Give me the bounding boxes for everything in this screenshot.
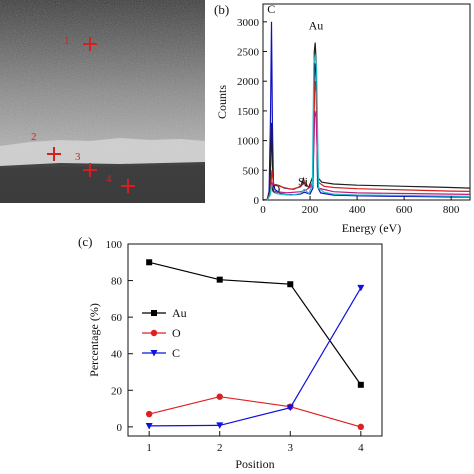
data-point-au bbox=[146, 259, 153, 266]
spectrum-x-label: Energy (eV) bbox=[342, 221, 401, 235]
marker-2: 2 bbox=[31, 131, 61, 161]
y-tick-label: 40 bbox=[111, 349, 123, 361]
y-tick-label: 1000 bbox=[237, 136, 260, 148]
data-point-o bbox=[357, 423, 365, 431]
series-c bbox=[145, 284, 365, 430]
peak-label-au: Au bbox=[309, 19, 324, 33]
legend-entry-o: O bbox=[142, 326, 181, 340]
spectrum-plot-frame bbox=[262, 3, 471, 201]
sem-image-panel: 1 2 3 4 bbox=[0, 0, 205, 203]
panel-b-tag: (b) bbox=[214, 2, 229, 17]
spectrum-series-1 bbox=[262, 21, 470, 201]
x-tick-label: 1 bbox=[146, 442, 152, 454]
marker-label: 1 bbox=[64, 35, 70, 47]
y-tick-label: 20 bbox=[111, 385, 123, 397]
legend-entry-c: C bbox=[142, 346, 180, 360]
legend-marker bbox=[151, 310, 157, 316]
marker-4: 4 bbox=[106, 173, 135, 193]
percentage-y-label: Percentage (%) bbox=[87, 303, 101, 377]
spectrum-series-3 bbox=[262, 81, 471, 201]
percentage-x-label: Position bbox=[235, 457, 274, 471]
legend-marker bbox=[150, 350, 158, 357]
panel-c-tag: (c) bbox=[78, 234, 92, 249]
percentage-plot-frame bbox=[127, 243, 383, 437]
marker-label: 2 bbox=[31, 131, 37, 143]
data-point-c bbox=[286, 404, 294, 412]
spectrum-series-5 bbox=[262, 54, 471, 201]
series-line-o bbox=[149, 396, 361, 428]
data-point-o bbox=[145, 410, 153, 418]
legend-label: C bbox=[172, 346, 180, 360]
eds-spectrum-chart: 0 200 400 600 800 0 500 1000 1500 2000 2500 3000 C Au… bbox=[214, 2, 471, 235]
data-point-au bbox=[216, 276, 223, 283]
data-point-au bbox=[357, 381, 364, 388]
marker-label: 3 bbox=[75, 151, 81, 163]
peak-label-si: Si bbox=[298, 175, 309, 189]
y-tick-label: 2000 bbox=[237, 76, 260, 88]
sem-dark-substrate bbox=[0, 162, 205, 203]
y-tick-label: 80 bbox=[111, 276, 123, 288]
y-tick-label: 1500 bbox=[237, 106, 260, 118]
x-tick-label: 3 bbox=[288, 442, 294, 454]
sem-cross-section-layer bbox=[0, 138, 205, 168]
legend: Au OC bbox=[142, 306, 187, 360]
y-tick-label: 100 bbox=[106, 239, 123, 251]
marker-1: 1 bbox=[64, 35, 97, 51]
y-tick-label: 0 bbox=[254, 195, 260, 207]
x-tick-label: 600 bbox=[396, 204, 413, 216]
y-tick-label: 3000 bbox=[237, 17, 260, 29]
y-tick-label: 0 bbox=[117, 422, 123, 434]
peak-label-o: O bbox=[272, 182, 281, 196]
spectrum-y-label: Counts bbox=[215, 85, 229, 119]
data-point-c bbox=[216, 422, 224, 429]
x-tick-label: 800 bbox=[443, 204, 460, 216]
data-point-c bbox=[357, 284, 365, 292]
marker-3: 3 bbox=[75, 151, 97, 177]
x-tick-label: 400 bbox=[349, 204, 366, 216]
series-o bbox=[145, 393, 365, 431]
measurement-markers: 1 2 3 4 bbox=[31, 35, 135, 193]
series-line-c bbox=[149, 287, 362, 427]
series-au bbox=[146, 259, 364, 388]
data-point-au bbox=[287, 281, 294, 288]
x-tick-label: 200 bbox=[302, 204, 319, 216]
x-tick-label: 0 bbox=[260, 204, 266, 216]
y-tick-label: 2500 bbox=[237, 47, 260, 59]
spectrum-series-4 bbox=[262, 110, 471, 201]
y-tick-label: 60 bbox=[111, 312, 123, 324]
marker-label: 4 bbox=[106, 173, 112, 185]
spectrum-series-2 bbox=[262, 42, 471, 201]
peak-label-c: C bbox=[267, 2, 275, 16]
legend-label: O bbox=[172, 326, 181, 340]
x-tick-label: 2 bbox=[217, 442, 223, 454]
x-tick-label: 4 bbox=[358, 442, 364, 454]
y-tick-label: 500 bbox=[243, 165, 260, 177]
series-line-au bbox=[149, 261, 362, 386]
legend-entry-au: Au bbox=[142, 306, 187, 320]
data-point-o bbox=[216, 393, 223, 400]
percentage-chart: 0 20 40 60 80 100 1 2 3 4 Au OC Position Percentage (… bbox=[78, 234, 383, 471]
data-point-c bbox=[145, 422, 153, 430]
legend-marker bbox=[150, 329, 158, 337]
legend-label: Au bbox=[172, 306, 187, 320]
